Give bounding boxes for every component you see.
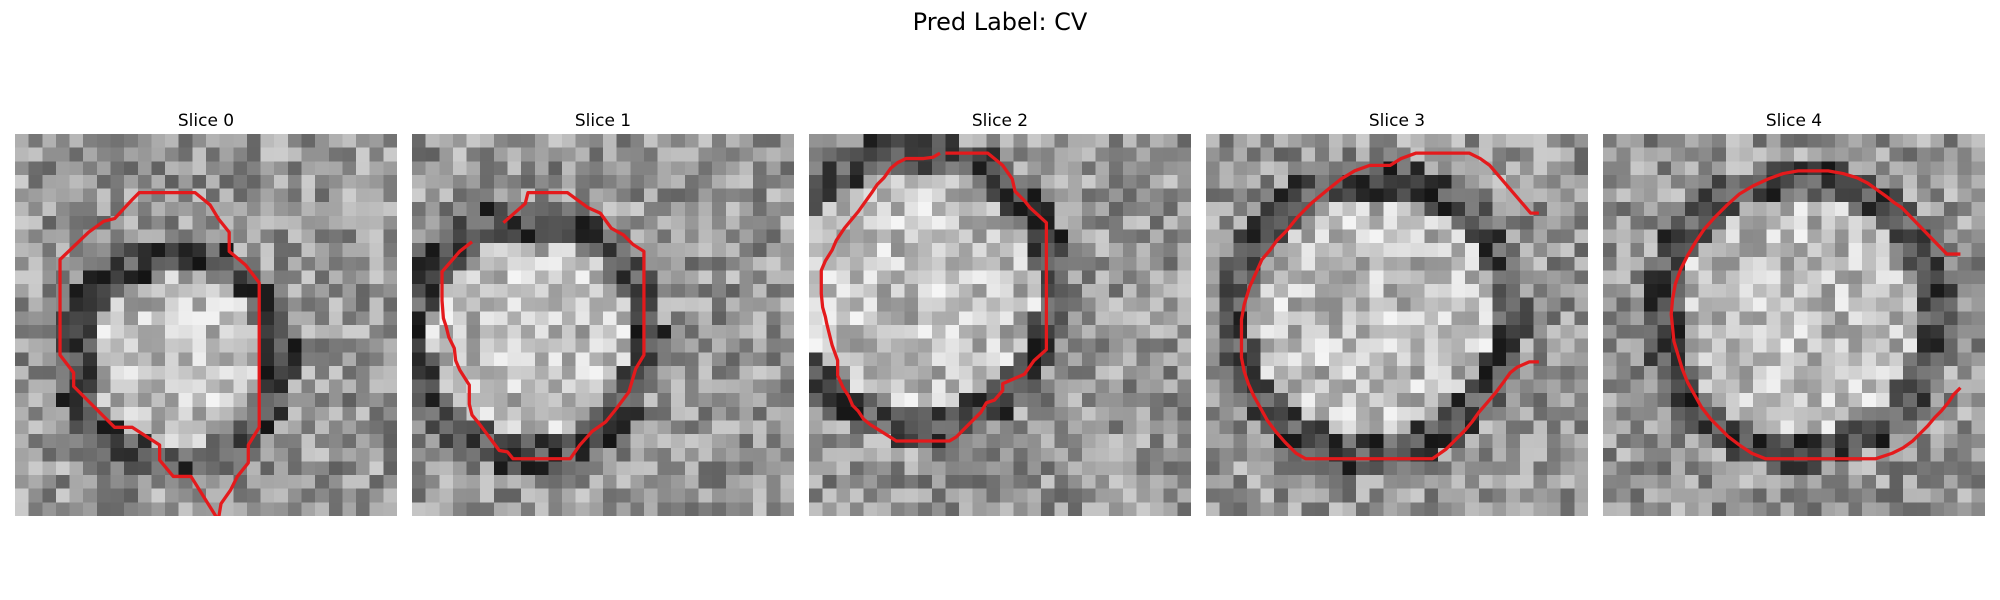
slice-image bbox=[1206, 134, 1588, 516]
slice-panel-4: Slice 4 bbox=[1603, 108, 1985, 516]
figure-title: Pred Label: CV bbox=[912, 8, 1088, 36]
slice-title: Slice 1 bbox=[574, 111, 632, 131]
pixel-grid bbox=[809, 134, 1191, 516]
slice-panel-2: Slice 2 bbox=[809, 108, 1191, 516]
pixel-grid bbox=[412, 134, 794, 516]
slice-title: Slice 4 bbox=[1765, 111, 1823, 131]
slice-panel-0: Slice 0 bbox=[15, 108, 397, 516]
segmentation-contour bbox=[1669, 169, 1962, 461]
slice-image bbox=[15, 134, 397, 516]
segmentation-contour bbox=[819, 151, 1049, 443]
segmentation-contour bbox=[58, 191, 261, 516]
slice-image bbox=[412, 134, 794, 516]
slice-image bbox=[809, 134, 1191, 516]
slice-title: Slice 0 bbox=[177, 111, 235, 131]
slice-title: Slice 3 bbox=[1368, 111, 1426, 131]
segmentation-contour bbox=[440, 191, 646, 461]
slice-panel-3: Slice 3 bbox=[1206, 108, 1588, 516]
pixel-grid bbox=[1206, 134, 1588, 516]
pixel-grid bbox=[15, 134, 397, 516]
slice-title: Slice 2 bbox=[971, 111, 1029, 131]
segmentation-contour bbox=[1239, 151, 1539, 461]
slice-panel-1: Slice 1 bbox=[412, 108, 794, 516]
slice-image bbox=[1603, 134, 1985, 516]
